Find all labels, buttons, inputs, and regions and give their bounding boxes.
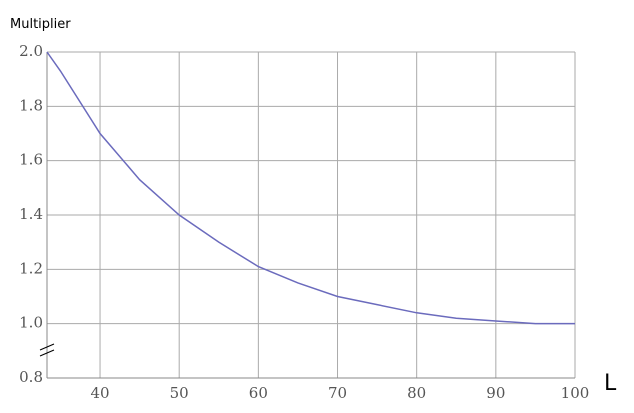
axis-break xyxy=(39,343,55,351)
y-tick-label: 1.2 xyxy=(19,259,43,277)
x-tick-label: 80 xyxy=(407,384,426,402)
y-tick-label: 2.0 xyxy=(19,42,43,60)
y-tick-label: 1.0 xyxy=(19,314,43,332)
x-tick-label: 100 xyxy=(561,384,590,402)
line xyxy=(46,51,575,325)
y-tick-label: 1.8 xyxy=(19,96,43,114)
y-tick-label: 0.8 xyxy=(19,368,43,386)
x-tick-label: 40 xyxy=(90,384,109,402)
x-tick-label: 70 xyxy=(328,384,347,402)
x-tick-label: 90 xyxy=(486,384,505,402)
y-axis-label: Multiplier xyxy=(10,17,71,32)
y-tick-label: 1.4 xyxy=(19,205,43,223)
y-tick-label: 1.6 xyxy=(19,151,43,169)
x-axis-label: L xyxy=(604,371,617,396)
axis-break xyxy=(39,349,55,357)
x-tick-label: 60 xyxy=(249,384,268,402)
x-tick-label: 50 xyxy=(170,384,189,402)
